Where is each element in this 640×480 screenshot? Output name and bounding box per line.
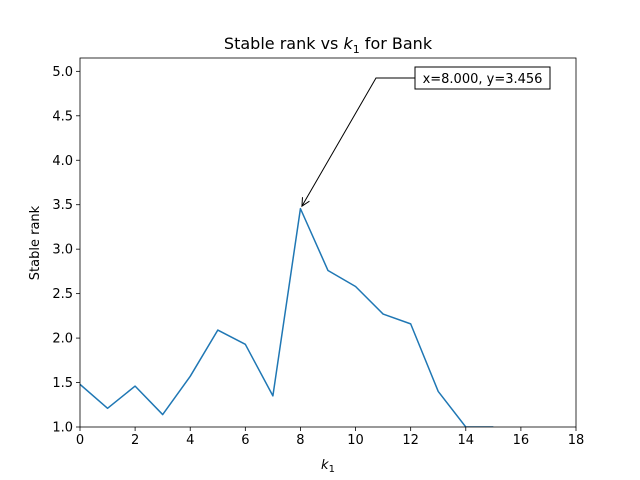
- x-tick-label: 12: [402, 433, 419, 448]
- chart-title: Stable rank vs k1 for Bank: [224, 34, 433, 56]
- annotation-arrow-line: [301, 77, 415, 207]
- x-tick-label: 10: [347, 433, 364, 448]
- axes-background: [80, 58, 576, 427]
- y-tick-label: 4.5: [52, 109, 73, 124]
- annotation-box: [414, 66, 551, 90]
- y-tick-label: 3.5: [52, 198, 73, 213]
- series-line-0: [80, 207, 494, 427]
- y-axis-label: Stable rank: [28, 205, 43, 280]
- x-tick-label: 18: [568, 433, 585, 448]
- axis-ticks: 0 2 4 6 8 10 12 14 16 18 1.0 1.5 2.0 2.5 3.0 3.5 4.0 4.5 5…: [52, 65, 584, 448]
- annotation-arrow-head: [301, 197, 310, 208]
- plot-area: [79, 57, 577, 428]
- y-tick-label: 2.5: [52, 287, 73, 302]
- y-tick-label: 1.5: [52, 376, 73, 391]
- x-tick-label: 8: [296, 433, 304, 448]
- x-tick-label: 0: [76, 433, 84, 448]
- y-tick-label: 5.0: [52, 65, 73, 80]
- y-tick-label: 2.0: [52, 332, 73, 347]
- x-tick-label: 6: [241, 433, 249, 448]
- y-tick-label: 4.0: [52, 154, 73, 169]
- x-tick-label: 14: [458, 433, 475, 448]
- x-axis-label: k1: [321, 458, 335, 475]
- y-tick-label: 1.0: [52, 421, 73, 436]
- annotation-text: x=8.000, y=3.456: [423, 72, 543, 87]
- x-tick-label: 4: [186, 433, 194, 448]
- annotation: x=8.000, y=3.456: [301, 66, 551, 208]
- x-tick-label: 2: [131, 433, 139, 448]
- y-tick-label: 3.0: [52, 243, 73, 258]
- axes-frame: [79, 57, 577, 428]
- x-tick-label: 16: [513, 433, 530, 448]
